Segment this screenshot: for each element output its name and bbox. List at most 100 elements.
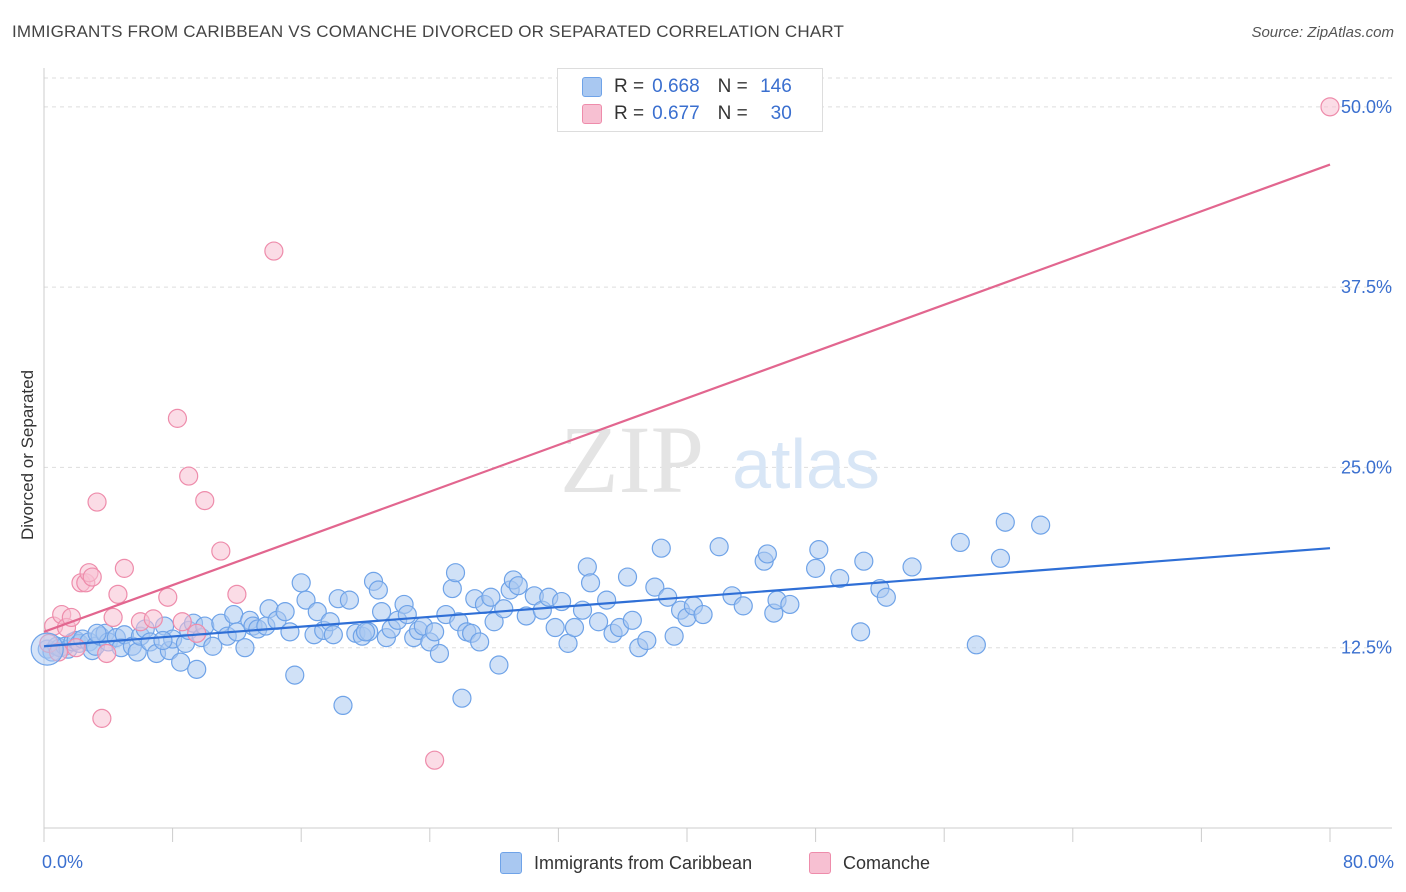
caribbean-point bbox=[577, 557, 597, 577]
stats-legend: R = 0.668 N = 146 R = 0.677 N = 30 bbox=[557, 68, 823, 132]
comanche-swatch bbox=[582, 104, 602, 124]
caribbean-point bbox=[323, 625, 343, 645]
caribbean-point bbox=[442, 578, 462, 599]
r-label: R = bbox=[614, 76, 645, 97]
caribbean-point bbox=[235, 638, 255, 658]
caribbean-point bbox=[876, 587, 896, 607]
y-tick-labels: 12.5% 25.0% 37.5% 50.0% bbox=[1341, 97, 1392, 658]
caribbean-point bbox=[333, 695, 353, 716]
caribbean-point bbox=[489, 655, 509, 675]
caribbean-point bbox=[153, 630, 173, 651]
comanche-point bbox=[179, 466, 199, 486]
comanche-point bbox=[211, 541, 231, 561]
caribbean-point bbox=[285, 665, 305, 685]
comanche-point bbox=[143, 609, 163, 629]
caribbean-legend-swatch bbox=[500, 852, 522, 874]
caribbean-point bbox=[966, 635, 986, 655]
caribbean-point bbox=[296, 590, 316, 610]
comanche-point bbox=[172, 612, 192, 632]
legend-item-comanche[interactable]: Comanche bbox=[809, 852, 930, 874]
caribbean-point bbox=[757, 544, 777, 564]
watermark: ZIP atlas bbox=[560, 406, 880, 513]
caribbean-point bbox=[564, 617, 585, 638]
trend-lines bbox=[43, 163, 1331, 648]
comanche-point bbox=[167, 408, 188, 428]
gridlines bbox=[44, 77, 1392, 649]
caribbean-point bbox=[645, 577, 665, 597]
comanche-point bbox=[264, 241, 284, 261]
caribbean-point bbox=[368, 580, 388, 600]
caribbean-point bbox=[280, 622, 300, 642]
caribbean-point bbox=[224, 604, 244, 625]
comanche-point bbox=[82, 567, 102, 587]
caribbean-point bbox=[617, 567, 638, 587]
comanche-point bbox=[1320, 97, 1340, 117]
watermark-atlas: atlas bbox=[732, 425, 880, 503]
comanche-point bbox=[66, 638, 86, 658]
caribbean-point bbox=[805, 558, 826, 578]
x-tick-label-max: 80.0% bbox=[1342, 852, 1394, 872]
caribbean-point bbox=[851, 622, 871, 642]
caribbean-point bbox=[494, 599, 514, 619]
y-tick-label: 25.0% bbox=[1341, 457, 1392, 477]
x-tick-label-min: 0.0% bbox=[42, 852, 84, 872]
stats-row-comanche: R = 0.677 N = 30 bbox=[582, 101, 792, 127]
caribbean-point bbox=[854, 551, 874, 571]
legend-label-caribbean: Immigrants from Caribbean bbox=[534, 852, 753, 873]
caribbean-point bbox=[830, 568, 850, 589]
y-tick-label: 12.5% bbox=[1341, 638, 1392, 658]
caribbean-point bbox=[622, 610, 642, 630]
caribbean-trend-line bbox=[43, 547, 1331, 648]
caribbean-point bbox=[187, 659, 207, 679]
caribbean-point bbox=[425, 622, 445, 642]
caribbean-point bbox=[733, 596, 753, 616]
comanche-point bbox=[61, 607, 81, 628]
stats-row-caribbean: R = 0.668 N = 146 bbox=[582, 74, 792, 100]
caribbean-swatch bbox=[582, 77, 602, 97]
caribbean-point bbox=[664, 626, 684, 646]
comanche-point bbox=[114, 558, 134, 578]
caribbean-point bbox=[1031, 515, 1051, 535]
caribbean-cluster-point bbox=[30, 632, 64, 666]
comanche-legend-swatch bbox=[809, 852, 831, 874]
r-value: 0.677 bbox=[652, 103, 700, 124]
caribbean-point bbox=[588, 612, 609, 632]
caribbean-point bbox=[545, 617, 565, 638]
caribbean-point bbox=[339, 590, 360, 610]
caribbean-point bbox=[950, 532, 970, 553]
n-value: 146 bbox=[760, 76, 792, 97]
caribbean-point bbox=[637, 630, 657, 651]
caribbean-point bbox=[902, 557, 922, 577]
legend-item-caribbean[interactable]: Immigrants from Caribbean bbox=[500, 852, 752, 874]
caribbean-point bbox=[355, 622, 376, 642]
caribbean-point bbox=[780, 594, 800, 615]
comanche-point bbox=[227, 584, 247, 604]
caribbean-point bbox=[990, 548, 1011, 568]
caribbean-point bbox=[429, 643, 450, 664]
caribbean-point bbox=[995, 512, 1015, 532]
caribbean-point bbox=[651, 538, 671, 558]
caribbean-point bbox=[580, 573, 601, 593]
comanche-point bbox=[97, 643, 117, 664]
y-tick-label: 50.0% bbox=[1341, 97, 1392, 117]
comanche-point bbox=[103, 607, 123, 628]
caribbean-point bbox=[171, 652, 191, 672]
chart-title: IMMIGRANTS FROM CARIBBEAN VS COMANCHE DI… bbox=[12, 22, 845, 41]
source-label: Source: ZipAtlas.com bbox=[1251, 24, 1394, 41]
comanche-point bbox=[108, 584, 128, 604]
legend-label-comanche: Comanche bbox=[843, 852, 931, 873]
caribbean-point bbox=[87, 623, 107, 643]
caribbean-point bbox=[508, 576, 528, 596]
caribbean-point bbox=[445, 563, 466, 583]
caribbean-point bbox=[397, 604, 417, 625]
watermark-zip: ZIP bbox=[560, 406, 704, 513]
comanche-point bbox=[158, 587, 178, 607]
y-tick-label: 37.5% bbox=[1341, 277, 1392, 297]
comanche-point bbox=[195, 490, 215, 511]
caribbean-point bbox=[291, 573, 311, 593]
caribbean-point bbox=[470, 632, 490, 652]
n-label: N = bbox=[717, 76, 748, 97]
series-legend: Immigrants from Caribbean Comanche bbox=[0, 852, 1406, 878]
n-label: N = bbox=[717, 103, 748, 124]
